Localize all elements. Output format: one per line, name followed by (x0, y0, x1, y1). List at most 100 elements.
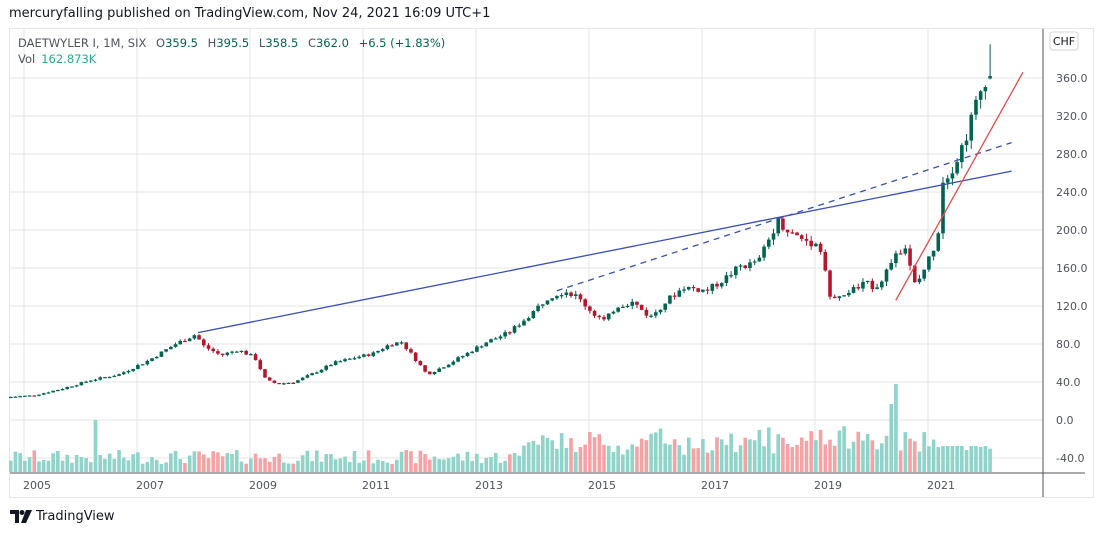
candle-body (366, 354, 371, 357)
candle-body (540, 304, 545, 306)
candle-body (230, 351, 234, 353)
candle-body (456, 357, 460, 362)
volume-bar (282, 462, 286, 472)
currency-badge[interactable]: CHF (1049, 31, 1079, 51)
volume-bar (498, 462, 503, 472)
candle-body (187, 338, 192, 342)
candle-body (799, 235, 804, 239)
candle-body (418, 360, 423, 366)
volume-bar (832, 445, 837, 472)
candle-body (508, 332, 512, 334)
time-axis[interactable]: 2005 2007 2009 2011 2013 2015 2017 2019 2021 (23, 479, 955, 492)
candle-body (23, 395, 27, 397)
volume-bar (974, 446, 978, 472)
volume-bar (409, 451, 413, 472)
volume-bar (432, 456, 437, 472)
volume-bar (442, 459, 446, 472)
volume-bar (103, 458, 107, 472)
volume-bar (936, 447, 941, 472)
volume-label[interactable]: Vol (18, 52, 36, 66)
candle-body (917, 278, 922, 283)
candle-body (969, 114, 974, 141)
volume-bar (404, 450, 409, 472)
volume-bar (870, 440, 875, 472)
volume-bar (362, 460, 366, 472)
volume-bar (192, 451, 197, 472)
candle-body (588, 306, 592, 311)
trendline-blue-dashed[interactable] (556, 141, 1012, 292)
volume-bar (150, 457, 154, 472)
candle-body (734, 266, 738, 276)
candle-body (131, 368, 135, 371)
volume-bar (493, 452, 498, 472)
candle-body (842, 295, 846, 297)
volume-bar (220, 456, 225, 472)
volume-bar (785, 443, 790, 472)
candle-body (682, 289, 686, 291)
candle-body (875, 287, 879, 290)
candle-body (988, 76, 992, 79)
volume-bar (898, 450, 903, 472)
candle-body (423, 365, 427, 372)
symbol-label[interactable]: DAETWYLER I, 1M, SIX (18, 36, 147, 50)
y-tick-label: 320.0 (1056, 110, 1088, 123)
volume-bar (668, 444, 672, 472)
candle-body (748, 262, 752, 268)
candle-body (310, 373, 314, 376)
y-tick-label: 120.0 (1056, 300, 1088, 313)
candle-body (686, 286, 691, 290)
candle-body (672, 295, 677, 297)
tradingview-brand[interactable]: TradingView (10, 509, 115, 524)
candle-body (277, 382, 281, 385)
candle-body (941, 182, 945, 234)
volume-bar (743, 437, 748, 472)
volume-bar (371, 463, 376, 472)
high-label: H (207, 36, 217, 50)
candle-body (545, 300, 550, 305)
volume-bar (159, 463, 164, 472)
candle-body (173, 344, 178, 347)
volume-bar (955, 446, 959, 472)
trendline-blue-solid[interactable] (197, 170, 1012, 334)
candle-body (701, 289, 705, 292)
candle-body (573, 294, 578, 296)
volume-bar (964, 449, 969, 472)
candle-body (512, 326, 517, 333)
candle-body (908, 248, 912, 266)
candle-body (56, 389, 60, 392)
candle-body (804, 238, 809, 241)
volume-bar (121, 457, 126, 472)
currency-label: CHF (1053, 35, 1075, 48)
candle-body (319, 369, 324, 373)
y-tick-label: 240.0 (1056, 186, 1088, 199)
volume-bar (894, 384, 898, 472)
axes (10, 29, 1085, 497)
volume-bar (385, 462, 390, 472)
candlesticks (8, 44, 992, 399)
price-axis[interactable]: 360.0 320.0 280.0 240.0 200.0 160.0 120.0 80.0 4… (1056, 72, 1088, 465)
volume-bar (931, 439, 936, 472)
volume-bar (314, 450, 319, 472)
trendline-red-solid[interactable] (895, 71, 1024, 301)
volume-bar (272, 456, 277, 472)
close-label: C (307, 36, 316, 50)
candle-body (103, 377, 107, 379)
trendlines[interactable] (197, 71, 1024, 334)
candle-body (79, 382, 84, 386)
volume-bar (715, 437, 719, 472)
volume-bar (653, 432, 658, 472)
volume-bar (211, 451, 216, 472)
volume-bar (879, 443, 884, 472)
candle-body (479, 346, 484, 348)
candle-body (828, 270, 832, 297)
volume-bar (140, 463, 145, 472)
candle-body (121, 372, 126, 375)
candle-body (51, 390, 55, 393)
y-tick-label: 280.0 (1056, 148, 1088, 161)
close-value: 362.0 (315, 36, 349, 50)
candle-body (847, 292, 851, 296)
candle-body (220, 353, 225, 355)
volume-bar (136, 452, 140, 472)
volume-bar (267, 461, 272, 472)
